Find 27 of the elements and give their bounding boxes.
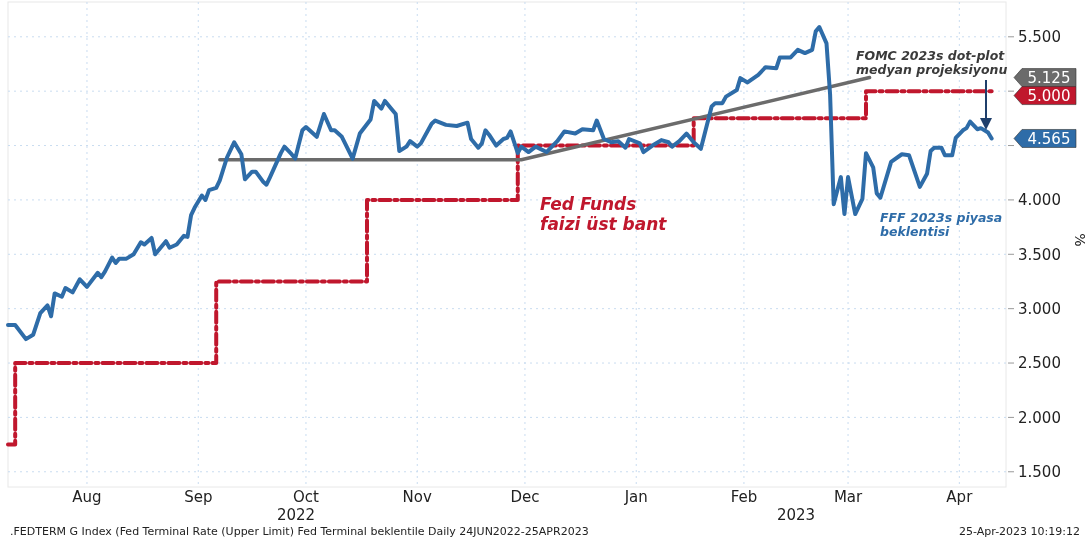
text: 4.565 bbox=[1027, 129, 1071, 148]
text: .FEDTERM G Index (Fed Terminal Rate (Upper Limit) Fed Terminal beklentile Daily 24JUN2022-25APR2023 bbox=[10, 525, 589, 538]
y-tick-label: 5.500 bbox=[1018, 28, 1061, 47]
text: 2022 bbox=[276, 506, 316, 524]
text: 5.000 bbox=[1027, 86, 1071, 105]
x-tick-label: Feb bbox=[730, 488, 758, 506]
text: 25-Apr-2023 10:19:12 bbox=[959, 525, 1080, 538]
series-label: FFF 2023s piyasa beklentisi bbox=[880, 210, 1003, 240]
x-tick-label: Oct bbox=[293, 488, 320, 506]
y-tick-label: 4.000 bbox=[1018, 191, 1061, 210]
series-label: FOMC 2023s dot-plot medyan projeksiyonu bbox=[856, 48, 1008, 78]
y-tick-label: 2.500 bbox=[1018, 354, 1061, 373]
y-tick-label: 3.000 bbox=[1018, 299, 1061, 318]
y-tick-label: 1.500 bbox=[1018, 463, 1061, 482]
x-tick-label: Mar bbox=[833, 488, 864, 506]
y-axis-title: % bbox=[1072, 233, 1088, 247]
x-tick-label: Sep bbox=[184, 488, 213, 506]
y-tick-label: 3.500 bbox=[1018, 245, 1061, 264]
x-tick-label: Apr bbox=[946, 488, 974, 506]
x-tick-label: Nov bbox=[402, 488, 433, 506]
x-tick-label: Jan bbox=[623, 488, 648, 506]
text: 5.125 bbox=[1027, 68, 1071, 87]
x-tick-label: Dec bbox=[510, 488, 540, 506]
text: 2023 bbox=[776, 506, 816, 524]
series-label: Fed Funds faizi üst bant bbox=[540, 194, 668, 234]
y-tick-label: 2.000 bbox=[1018, 408, 1061, 427]
x-tick-label: Aug bbox=[72, 488, 102, 506]
